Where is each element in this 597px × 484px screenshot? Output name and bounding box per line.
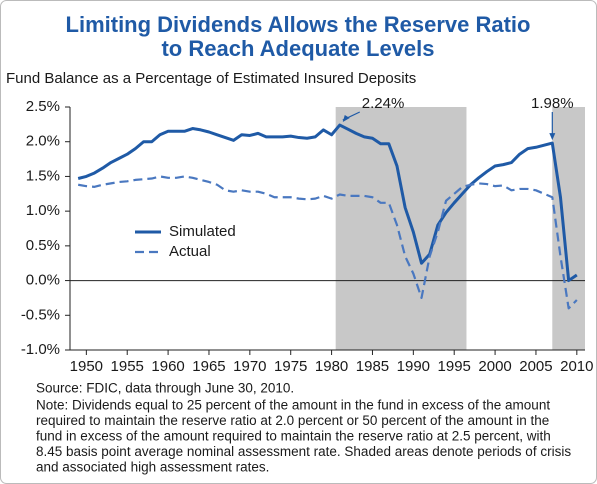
legend-label: Actual — [169, 243, 211, 260]
annotation: 2.24% — [362, 95, 405, 112]
series-line — [77, 123, 578, 283]
x-tick-label: 2005 — [519, 358, 552, 375]
arrow-head — [549, 133, 556, 141]
note: 8.45 basis point average nominal assessm… — [36, 444, 571, 459]
note: Note: Dividends equal to 25 percent of t… — [36, 398, 550, 413]
source: Source: FDIC, data through June 30, 2010… — [36, 381, 294, 396]
y-tick-label: 1.0% — [26, 202, 60, 219]
y-tick-label: 2.0% — [26, 133, 60, 150]
y-tick-label: 2.5% — [26, 98, 60, 115]
y-tick-label: 1.5% — [26, 167, 60, 184]
legend-label: Simulated — [169, 223, 236, 240]
chart-title: to Reach Adequate Levels — [161, 36, 434, 61]
y-tick-label: -1.0% — [21, 341, 60, 358]
chart-title: Limiting Dividends Allows the Reserve Ra… — [66, 12, 531, 37]
x-tick-label: 1970 — [233, 358, 266, 375]
arrow-head — [342, 115, 350, 123]
shaded-region — [552, 107, 585, 350]
note: required to maintain the reserve ratio a… — [36, 413, 549, 428]
x-tick-label: 1995 — [438, 358, 471, 375]
y-tick-label: 0.0% — [26, 272, 60, 289]
subtitle: Fund Balance as a Percentage of Estimate… — [6, 70, 416, 87]
x-tick-label: 1975 — [274, 358, 307, 375]
x-tick-label: 1950 — [70, 358, 103, 375]
x-tick-label: 1965 — [192, 358, 225, 375]
y-tick-label: -0.5% — [21, 306, 60, 323]
x-tick-label: 1955 — [111, 358, 144, 375]
x-tick-label: 1980 — [315, 358, 348, 375]
note: and associated high assessment rates. — [36, 460, 269, 475]
x-tick-label: 1960 — [151, 358, 184, 375]
note: fund in excess of the amount required to… — [36, 429, 551, 444]
shaded-region — [335, 107, 467, 350]
annotation: 1.98% — [531, 95, 574, 112]
x-tick-label: 1990 — [397, 358, 430, 375]
x-tick-label: 2010 — [560, 358, 593, 375]
x-tick-label: 2000 — [478, 358, 511, 375]
series-line — [77, 175, 578, 310]
x-tick-label: 1985 — [356, 358, 389, 375]
y-tick-label: 0.5% — [26, 237, 60, 254]
